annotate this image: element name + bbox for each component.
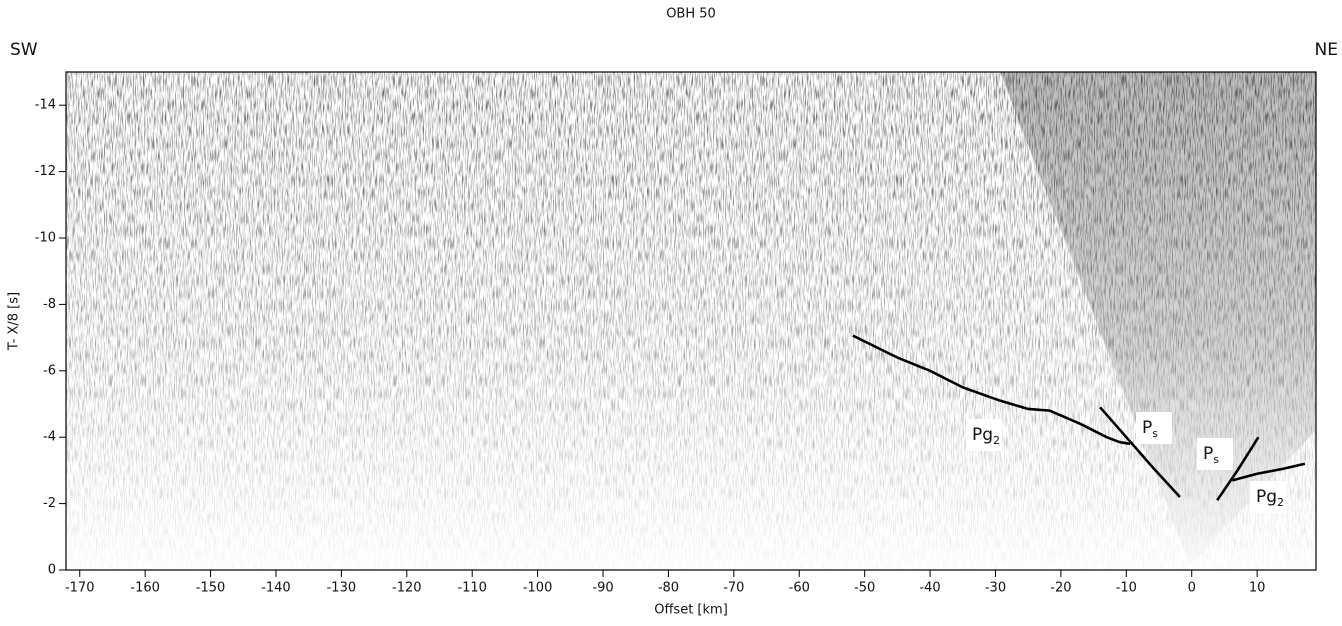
phase-label-main: P [1142, 418, 1152, 438]
y-axis-label: T- X/8 [s] [7, 292, 22, 351]
phase-label-main: P [1203, 444, 1213, 464]
label-box [1250, 481, 1286, 513]
x-tick-label: -160 [130, 581, 160, 596]
x-tick-label: 0 [1188, 581, 1196, 596]
x-tick-label: -30 [985, 581, 1006, 596]
x-tick-label: -80 [658, 581, 679, 596]
y-tick-label: -4 [43, 430, 56, 445]
x-tick-label: -70 [723, 581, 744, 596]
phase-label: Ps [1203, 444, 1219, 466]
phase-pick [852, 334, 1131, 446]
x-tick-label: -110 [457, 581, 487, 596]
x-tick-label: 10 [1249, 581, 1266, 596]
label-box [1197, 438, 1233, 470]
x-tick-label: -140 [261, 581, 291, 596]
y-tick-label: -6 [43, 363, 56, 378]
x-tick-label: -60 [789, 581, 810, 596]
x-tick-label: -120 [392, 581, 422, 596]
y-tick-label: -2 [43, 496, 56, 511]
y-tick-label: -8 [43, 297, 56, 312]
x-tick-label: -130 [327, 581, 357, 596]
direction-label: SW [10, 40, 38, 60]
phase-label-sub: 2 [1277, 496, 1284, 509]
chart-title: OBH 50 [666, 7, 716, 22]
x-tick-label: -20 [1050, 581, 1071, 596]
x-tick-label: -40 [919, 581, 940, 596]
y-tick-label: -10 [35, 231, 56, 246]
x-tick-label: -170 [65, 581, 95, 596]
label-box [1136, 412, 1172, 444]
phase-label-sub: 2 [993, 434, 1000, 447]
phase-label: Ps [1142, 418, 1158, 440]
phase-label: Pg2 [1256, 487, 1284, 509]
seismic-texture [66, 72, 1316, 570]
phase-pick [1216, 436, 1260, 502]
x-tick-label: -90 [592, 581, 613, 596]
x-axis-label: Offset [km] [654, 603, 728, 618]
y-tick-label: -12 [35, 164, 56, 179]
phase-label-sub: s [1213, 453, 1219, 466]
x-tick-label: -150 [196, 581, 226, 596]
phase-label-main: Pg [1256, 487, 1277, 507]
x-tick-label: -100 [523, 581, 553, 596]
phase-label-sub: s [1152, 427, 1158, 440]
plot-frame [65, 71, 1317, 571]
phase-label-main: Pg [972, 425, 993, 445]
y-tick-label: -14 [35, 98, 56, 113]
direction-label: NE [1315, 40, 1338, 60]
x-tick-label: -10 [1116, 581, 1137, 596]
phase-label: Pg2 [972, 425, 1000, 447]
y-tick-label: 0 [48, 563, 56, 578]
phase-pick [1099, 406, 1181, 498]
phase-pick [1231, 462, 1306, 482]
label-box [966, 419, 1002, 451]
x-tick-label: -50 [854, 581, 875, 596]
